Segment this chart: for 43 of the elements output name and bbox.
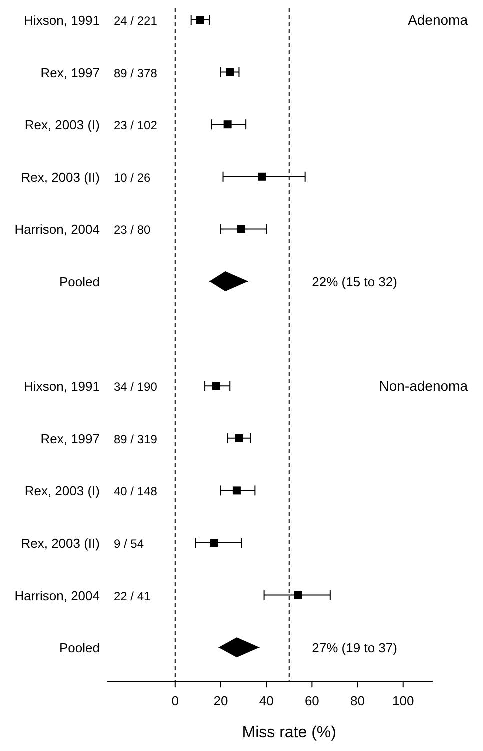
point bbox=[196, 16, 204, 24]
point bbox=[238, 225, 246, 234]
annotation: 10 / 26 bbox=[114, 170, 152, 185]
annotation: 23 / 102 bbox=[114, 118, 158, 133]
y-tick-label: Rex, 1997 bbox=[40, 65, 100, 80]
annotation: 22 / 41 bbox=[114, 589, 152, 604]
y-tick-label: Rex, 2003 (I) bbox=[24, 118, 100, 133]
annotation: 23 / 80 bbox=[114, 223, 152, 238]
point bbox=[294, 591, 302, 600]
x-tick-label: 80 bbox=[350, 694, 366, 709]
annotation: 22% (15 to 32) bbox=[312, 274, 398, 290]
point bbox=[258, 172, 266, 181]
point bbox=[232, 486, 241, 495]
x-tick-label: 40 bbox=[259, 694, 274, 709]
annotation: 34 / 190 bbox=[114, 380, 158, 394]
annotation: 40 / 148 bbox=[114, 484, 158, 499]
point bbox=[212, 382, 220, 390]
y-tick-label: Rex, 2003 (I) bbox=[24, 484, 100, 499]
x-tick-label: 20 bbox=[214, 694, 228, 709]
y-tick-label: Hixson, 1991 bbox=[24, 379, 100, 394]
y-tick-label: Harrison, 2004 bbox=[14, 588, 100, 604]
x-tick-label: 100 bbox=[392, 694, 414, 709]
y-tick-label: Pooled bbox=[60, 640, 100, 656]
annotation: 9 / 54 bbox=[114, 537, 144, 551]
point bbox=[224, 120, 232, 129]
annotation: 89 / 378 bbox=[114, 66, 158, 80]
y-tick-label: Harrison, 2004 bbox=[14, 222, 100, 238]
x-axis-title: Miss rate (%) bbox=[242, 724, 336, 742]
y-tick-label: Pooled bbox=[60, 274, 100, 290]
point bbox=[226, 68, 234, 76]
y-tick-label: Rex, 2003 (II) bbox=[21, 536, 100, 551]
y-tick-label: Rex, 2003 (II) bbox=[21, 170, 100, 185]
x-tick-label: 60 bbox=[304, 694, 320, 709]
annotation: 89 / 319 bbox=[114, 432, 158, 446]
point bbox=[210, 539, 218, 547]
annotation: 27% (19 to 37) bbox=[312, 640, 398, 656]
y-tick-label: Rex, 1997 bbox=[40, 431, 100, 446]
annotation: Adenoma bbox=[408, 12, 468, 28]
x-tick-label: 0 bbox=[172, 694, 180, 709]
annotation: 24 / 221 bbox=[114, 14, 158, 28]
annotation: Non-adenoma bbox=[379, 378, 468, 394]
y-tick-label: Hixson, 1991 bbox=[24, 13, 100, 28]
point bbox=[235, 434, 244, 442]
